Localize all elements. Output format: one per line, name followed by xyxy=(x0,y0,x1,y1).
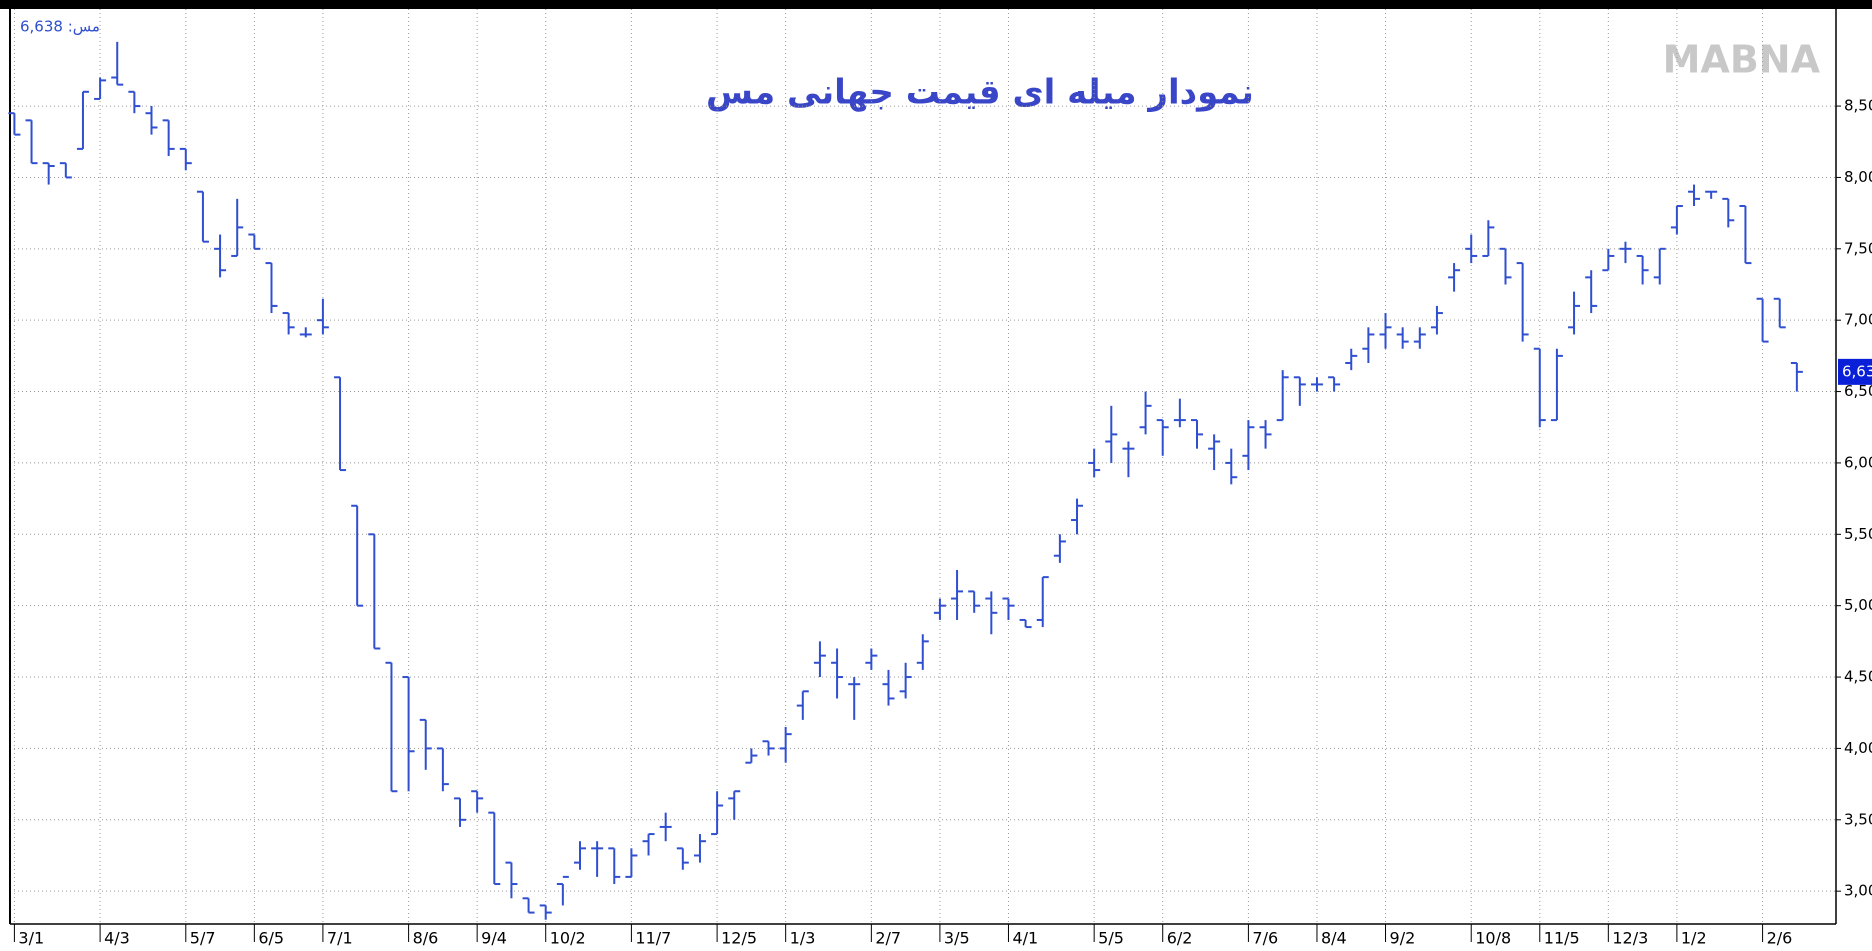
chart-title: نمودار میله ای قیمت جهانی مس xyxy=(706,73,1254,113)
x-tick-label: 8/6 xyxy=(413,929,439,948)
x-tick-label: 2/6 xyxy=(1767,929,1793,948)
y-tick-label: 4,000 xyxy=(1844,739,1872,757)
x-tick-label: 11/7 xyxy=(635,929,671,948)
x-tick-label: 1/3 xyxy=(790,929,816,948)
x-tick-label: 3/1 xyxy=(18,929,44,948)
y-tick-label: 6,000 xyxy=(1844,453,1872,471)
y-tick-label: 4,500 xyxy=(1844,668,1872,686)
x-tick-label: 8/4 xyxy=(1321,929,1347,948)
last-price-label: 6,638 xyxy=(1842,362,1872,380)
x-tick-label: 9/4 xyxy=(481,929,507,948)
x-tick-label: 11/5 xyxy=(1544,929,1580,948)
y-tick-label: 6,500 xyxy=(1844,382,1872,400)
last-price-box xyxy=(1838,358,1872,385)
x-tick-label: 6/5 xyxy=(258,929,284,948)
x-tick-label: 2/7 xyxy=(875,929,901,948)
y-tick-label: 5,000 xyxy=(1844,596,1872,614)
x-tick-label: 4/1 xyxy=(1012,929,1038,948)
x-tick-label: 7/6 xyxy=(1252,929,1278,948)
x-tick-label: 1/2 xyxy=(1681,929,1707,948)
x-tick-label: 10/8 xyxy=(1475,929,1511,948)
x-tick-label: 12/5 xyxy=(721,929,757,948)
y-tick-label: 7,000 xyxy=(1844,311,1872,329)
y-tick-label: 5,500 xyxy=(1844,525,1872,543)
x-tick-label: 5/5 xyxy=(1098,929,1124,948)
top-border xyxy=(0,0,1872,9)
y-tick-label: 8,000 xyxy=(1844,168,1872,186)
y-tick-label: 3,500 xyxy=(1844,810,1872,828)
x-tick-label: 7/1 xyxy=(327,929,353,948)
y-tick-label: 7,500 xyxy=(1844,239,1872,257)
x-tick-label: 9/2 xyxy=(1390,929,1416,948)
x-tick-label: 12/3 xyxy=(1612,929,1648,948)
y-axis-labels: 3,000 3,500 4,000 4,500 5,000 5,500 6,000 6,500… xyxy=(1838,97,1872,900)
y-tick-label: 8,500 xyxy=(1844,97,1872,115)
x-tick-label: 6/2 xyxy=(1167,929,1193,948)
x-tick-label: 3/5 xyxy=(944,929,970,948)
y-tick-label: 3,000 xyxy=(1844,882,1872,900)
price-legend: مس: 6,638 xyxy=(20,18,100,36)
watermark: MABNA xyxy=(1663,38,1821,82)
x-tick-label: 5/7 xyxy=(190,929,216,948)
x-tick-label: 10/2 xyxy=(550,929,586,948)
x-tick-label: 4/3 xyxy=(104,929,130,948)
